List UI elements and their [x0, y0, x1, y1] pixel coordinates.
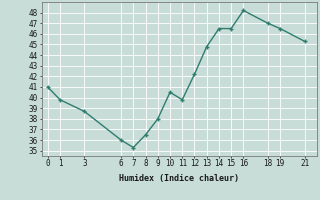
X-axis label: Humidex (Indice chaleur): Humidex (Indice chaleur): [119, 174, 239, 183]
